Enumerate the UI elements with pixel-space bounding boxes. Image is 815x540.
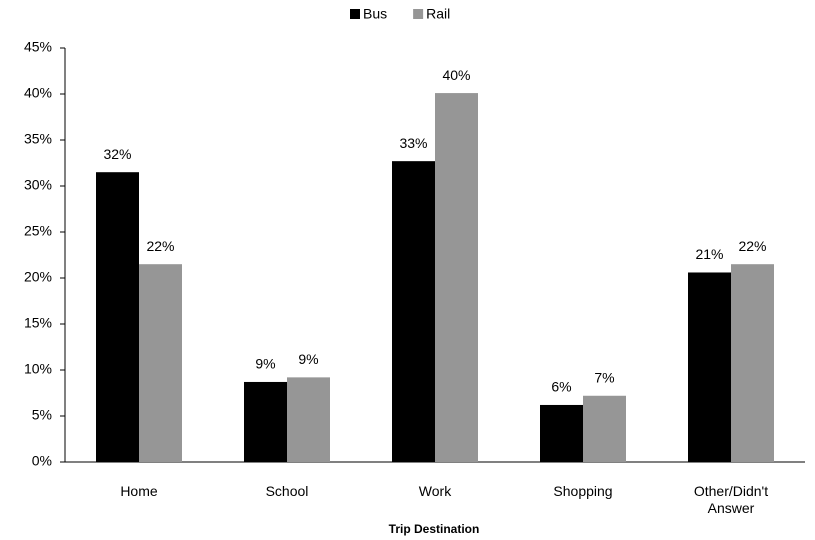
bar [583, 395, 626, 462]
bar [688, 272, 731, 462]
y-tick-label: 45% [24, 39, 52, 55]
data-label: 22% [146, 238, 174, 254]
bar [244, 381, 287, 462]
bar [287, 377, 330, 462]
data-label: 22% [738, 238, 766, 254]
x-tick-label: Home [120, 483, 158, 499]
y-tick-label: 35% [24, 131, 52, 147]
data-label: 9% [298, 351, 318, 367]
data-label: 40% [442, 67, 470, 83]
y-tick-label: 30% [24, 177, 52, 193]
y-tick-label: 40% [24, 85, 52, 101]
x-tick-label: School [265, 483, 309, 499]
bar [731, 264, 774, 462]
data-label: 7% [594, 369, 614, 385]
bar [540, 404, 583, 462]
x-tick-label: Shopping [553, 483, 613, 499]
bar [139, 264, 182, 462]
data-label: 6% [551, 379, 571, 395]
x-tick-label: Other/Didn't Answer [693, 483, 769, 516]
data-label: 32% [103, 146, 131, 162]
legend-swatch [413, 9, 424, 19]
bar [392, 161, 435, 462]
x-tick-label: Work [418, 483, 452, 499]
bar [435, 93, 478, 462]
y-tick-label: 15% [24, 315, 52, 331]
y-tick-label: 0% [32, 453, 52, 469]
legend-label: Rail [426, 6, 450, 22]
x-axis-title: Trip Destination [389, 522, 480, 536]
legend-label: Bus [363, 6, 387, 22]
legend-swatch [350, 9, 360, 19]
y-tick-label: 20% [24, 269, 52, 285]
bar [96, 172, 139, 462]
data-label: 33% [399, 135, 427, 151]
data-label: 9% [255, 356, 275, 372]
y-tick-label: 25% [24, 223, 52, 239]
y-tick-label: 10% [24, 361, 52, 377]
data-label: 21% [695, 246, 723, 262]
y-tick-label: 5% [32, 407, 52, 423]
